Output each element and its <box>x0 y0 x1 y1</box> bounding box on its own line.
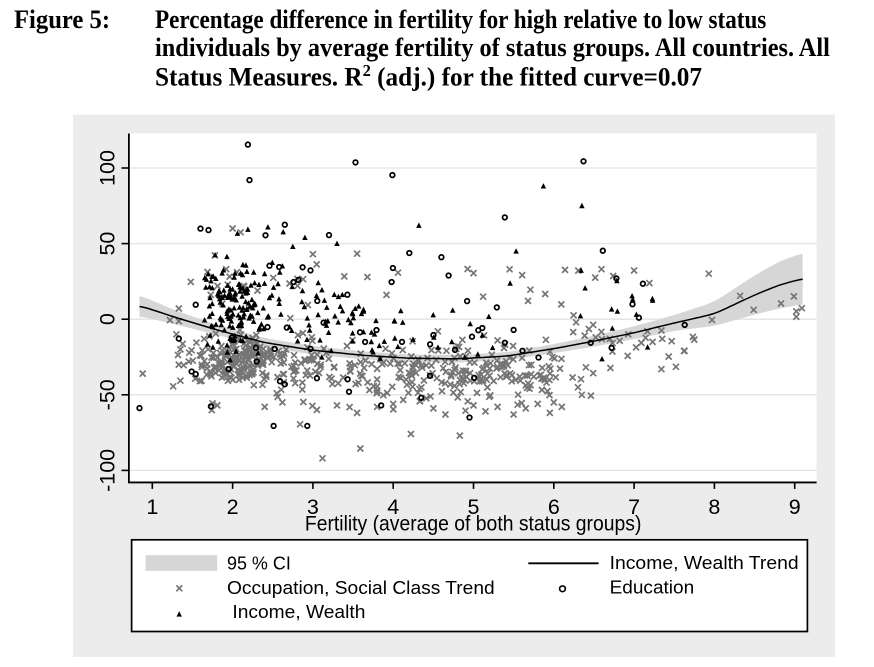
svg-text:95 % CI: 95 % CI <box>227 554 291 574</box>
svg-text:-100: -100 <box>96 449 120 492</box>
svg-text:1: 1 <box>146 495 158 519</box>
svg-text:5: 5 <box>468 495 480 519</box>
svg-text:100: 100 <box>96 150 120 186</box>
svg-text:Occupation, Social Class Trend: Occupation, Social Class Trend <box>227 578 495 598</box>
svg-text:4: 4 <box>387 495 399 519</box>
svg-text:Income, Wealth: Income, Wealth <box>232 602 365 622</box>
svg-text:-50: -50 <box>96 379 120 410</box>
svg-text:2: 2 <box>227 495 239 519</box>
svg-text:Fertility (average of both sta: Fertility (average of both status groups… <box>305 512 642 536</box>
svg-text:8: 8 <box>708 495 720 519</box>
svg-text:7: 7 <box>628 495 640 519</box>
svg-text:Income, Wealth Trend: Income, Wealth Trend <box>610 553 799 573</box>
svg-text:Education: Education <box>610 578 695 598</box>
svg-text:50: 50 <box>96 232 120 256</box>
svg-text:6: 6 <box>548 495 560 519</box>
svg-text:0: 0 <box>96 313 120 325</box>
svg-text:9: 9 <box>789 495 801 519</box>
svg-text:3: 3 <box>307 495 319 519</box>
